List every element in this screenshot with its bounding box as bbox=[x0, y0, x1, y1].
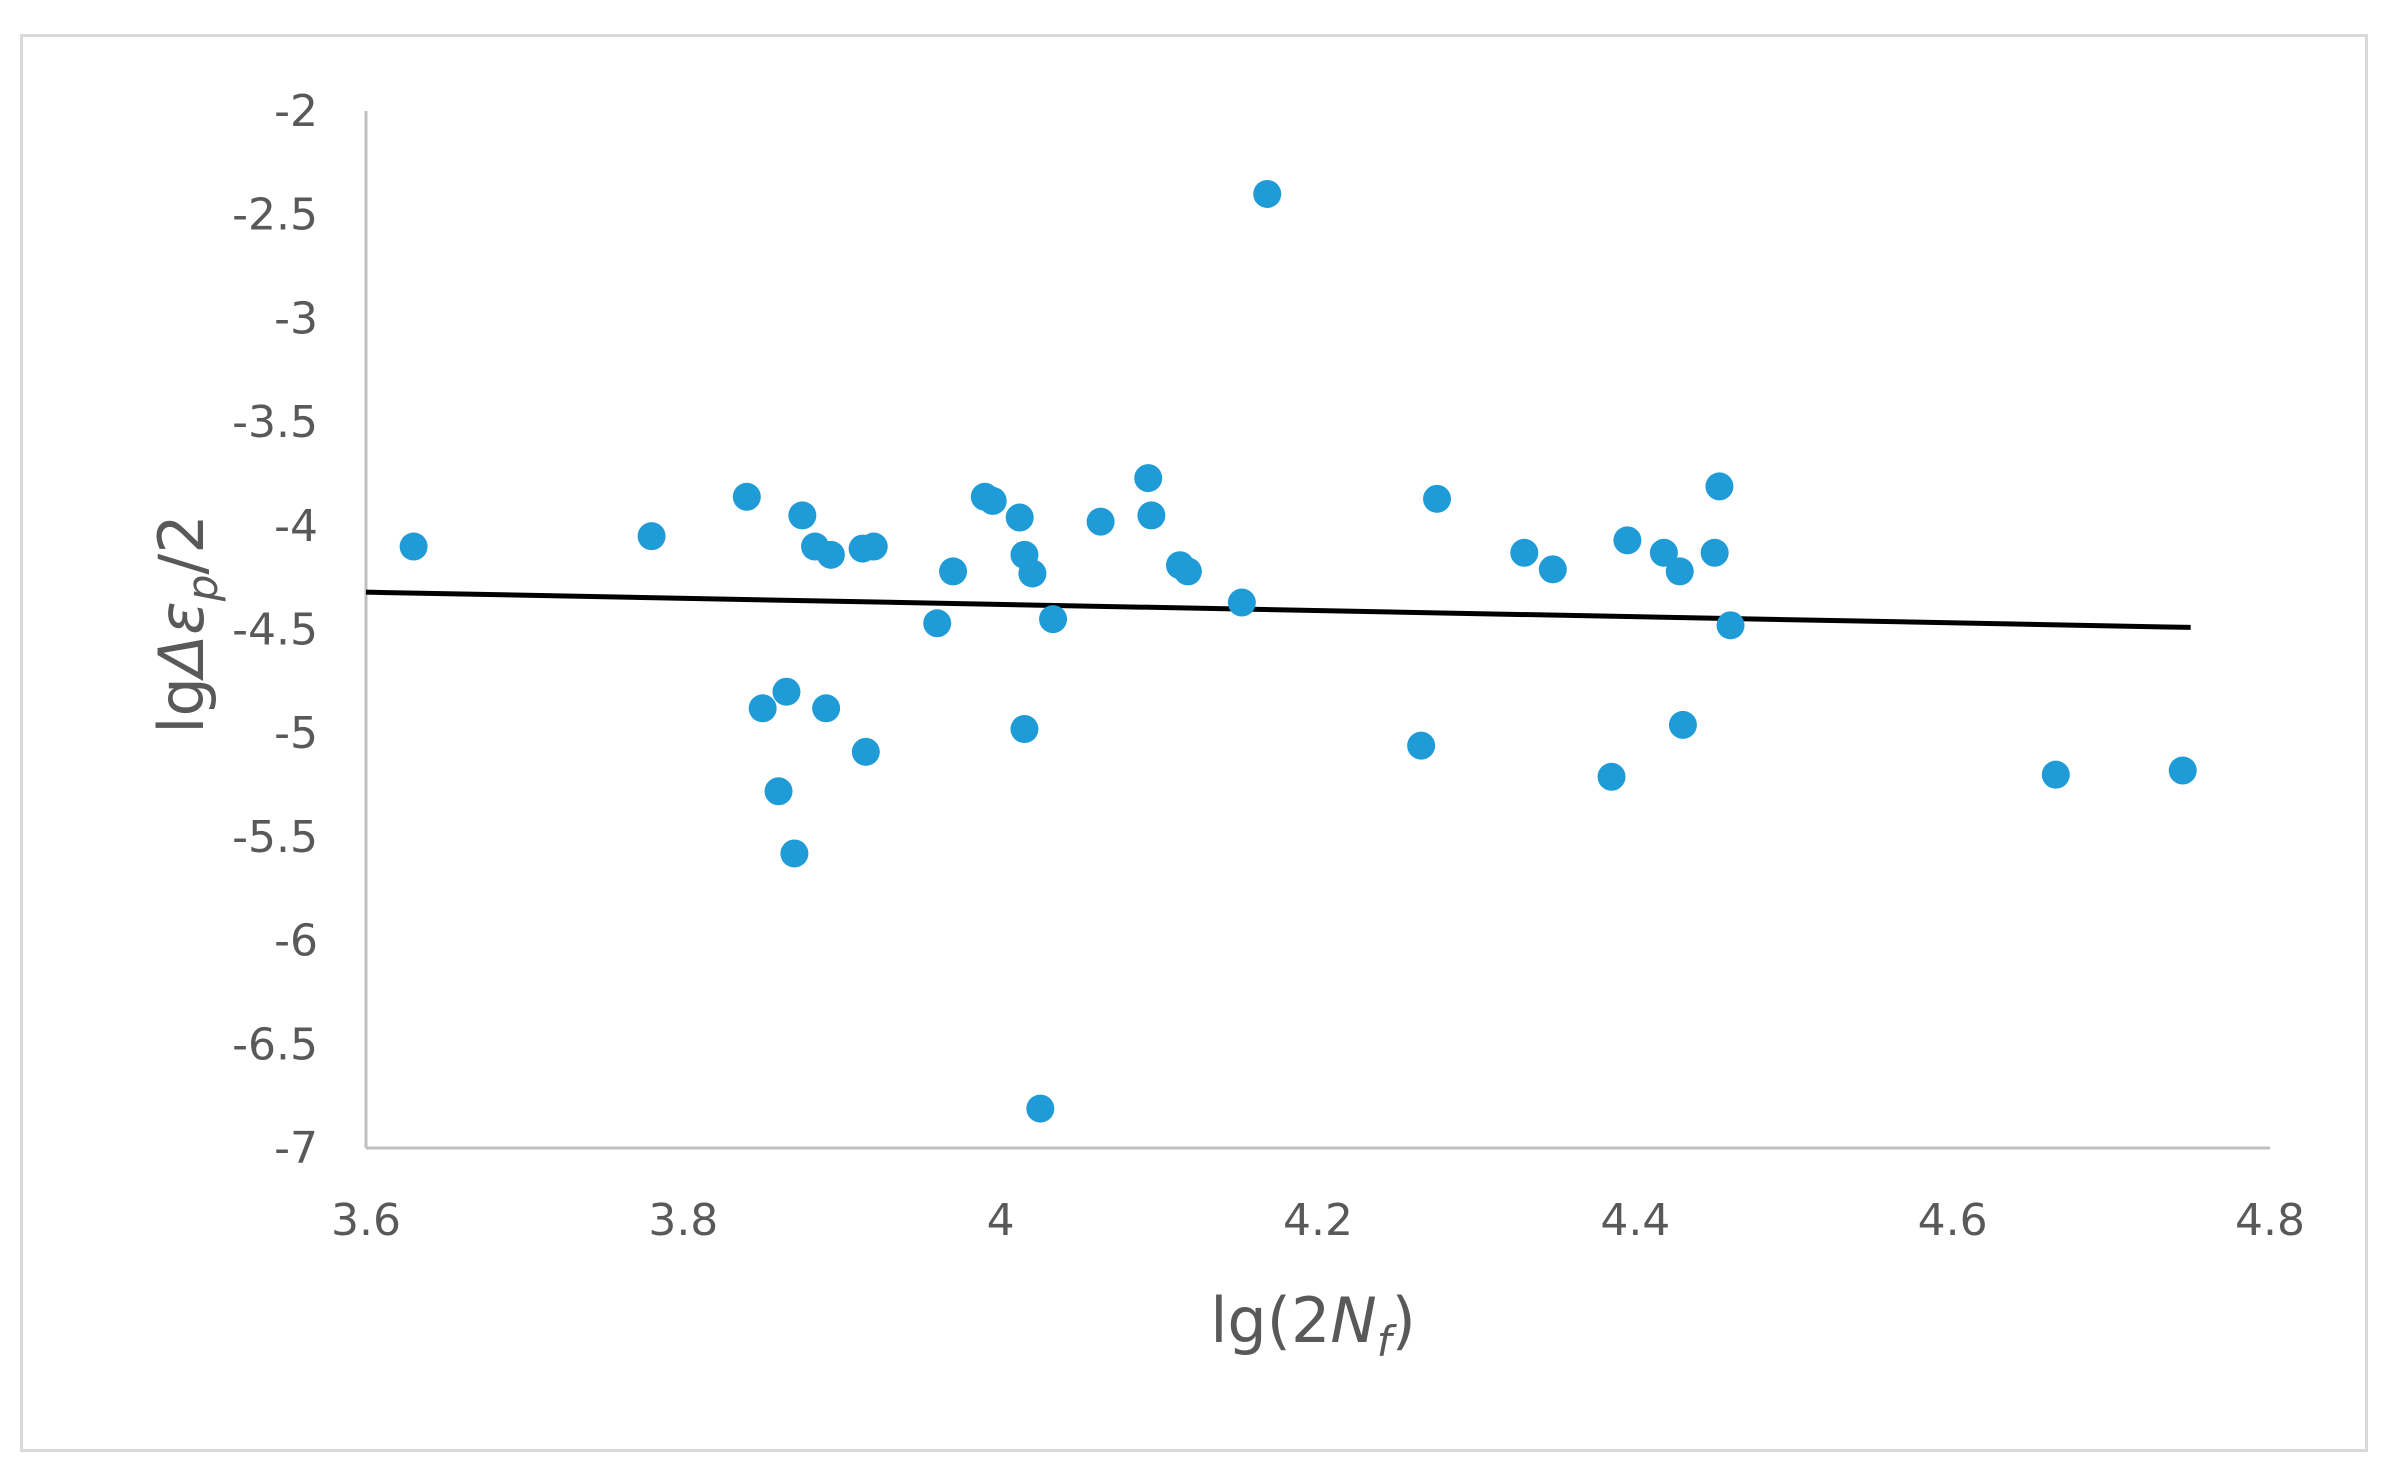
data-point bbox=[1649, 538, 1678, 567]
x-tick-label: 3.6 bbox=[331, 1195, 401, 1246]
trendline bbox=[365, 589, 2191, 630]
data-point bbox=[732, 482, 761, 511]
y-tick-label: -7 bbox=[274, 1123, 318, 1174]
data-point bbox=[1010, 715, 1039, 744]
data-point bbox=[939, 557, 968, 586]
x-axis-title-base: lg(2 bbox=[1210, 1284, 1330, 1357]
x-tick-label: 4.8 bbox=[2235, 1195, 2305, 1246]
data-point bbox=[2168, 756, 2197, 785]
data-point bbox=[1423, 484, 1451, 513]
y-tick-label: -2 bbox=[274, 86, 318, 137]
data-point bbox=[1086, 507, 1115, 536]
data-point bbox=[2041, 760, 2070, 789]
data-point bbox=[1597, 762, 1626, 791]
data-point bbox=[1700, 538, 1729, 567]
y-tick-label: -6.5 bbox=[232, 1019, 318, 1070]
data-point bbox=[1039, 605, 1068, 634]
y-tick-label: -6 bbox=[274, 916, 318, 967]
data-point bbox=[1018, 559, 1047, 588]
x-tick-label: 4.4 bbox=[1600, 1195, 1670, 1246]
y-axis-title-tail: /2 bbox=[145, 514, 218, 574]
y-tick-label: -5.5 bbox=[232, 812, 318, 863]
data-point bbox=[859, 532, 888, 561]
data-point bbox=[1665, 557, 1694, 586]
x-axis-title-tail: ) bbox=[1392, 1284, 1416, 1357]
x-tick-label: 4 bbox=[987, 1195, 1015, 1246]
x-axis-title-italic: N bbox=[1330, 1284, 1376, 1357]
data-point bbox=[1134, 464, 1163, 493]
y-tick-label: -2.5 bbox=[232, 190, 318, 241]
y-axis-title-base: lg bbox=[145, 677, 218, 734]
data-point bbox=[1227, 588, 1256, 617]
data-point bbox=[1613, 526, 1642, 555]
y-tick-label: -5 bbox=[274, 708, 318, 759]
x-tick-label: 4.6 bbox=[1918, 1195, 1988, 1246]
data-point bbox=[1005, 503, 1034, 532]
data-point bbox=[1026, 1094, 1055, 1123]
y-tick-label: -4 bbox=[274, 501, 318, 552]
data-point bbox=[1705, 472, 1734, 501]
chart-frame: -2 -2.5 -3 -3.5 -4 -4.5 -5 -5.5 -6 -6.5 -7 3.6 3.8 4… bbox=[20, 34, 2368, 1452]
y-tick-label: -3 bbox=[274, 293, 318, 344]
x-tick-label: 3.8 bbox=[648, 1195, 718, 1246]
y-axis-title-subscript: p bbox=[178, 575, 227, 603]
x-axis-title: lg(2Nf) bbox=[1210, 1284, 1416, 1366]
data-point bbox=[1173, 557, 1202, 586]
data-point bbox=[1407, 731, 1436, 760]
data-point bbox=[923, 609, 952, 638]
data-point bbox=[978, 486, 1007, 515]
data-point bbox=[816, 540, 845, 569]
data-point bbox=[637, 522, 666, 551]
data-point bbox=[1716, 611, 1745, 640]
y-axis-title: lgΔεp/2 bbox=[145, 514, 227, 734]
data-point bbox=[780, 839, 809, 868]
data-point bbox=[1538, 555, 1567, 584]
y-tick-label: -3.5 bbox=[232, 397, 318, 448]
data-point bbox=[748, 694, 777, 723]
data-point bbox=[764, 777, 793, 806]
x-tick-label: 4.2 bbox=[1283, 1195, 1353, 1246]
y-axis-title-italic: Δε bbox=[145, 601, 218, 681]
data-point bbox=[1137, 501, 1166, 530]
data-point bbox=[772, 677, 801, 706]
scatter-chart: -2 -2.5 -3 -3.5 -4 -4.5 -5 -5.5 -6 -6.5 -7 3.6 3.8 4… bbox=[145, 86, 2305, 1366]
data-point bbox=[851, 737, 880, 766]
data-point bbox=[1253, 179, 1282, 208]
data-point bbox=[788, 501, 817, 530]
y-tick-label: -4.5 bbox=[232, 605, 318, 656]
data-point bbox=[812, 694, 841, 723]
data-point bbox=[1668, 710, 1697, 739]
data-point bbox=[1510, 538, 1539, 567]
data-point bbox=[399, 532, 428, 561]
